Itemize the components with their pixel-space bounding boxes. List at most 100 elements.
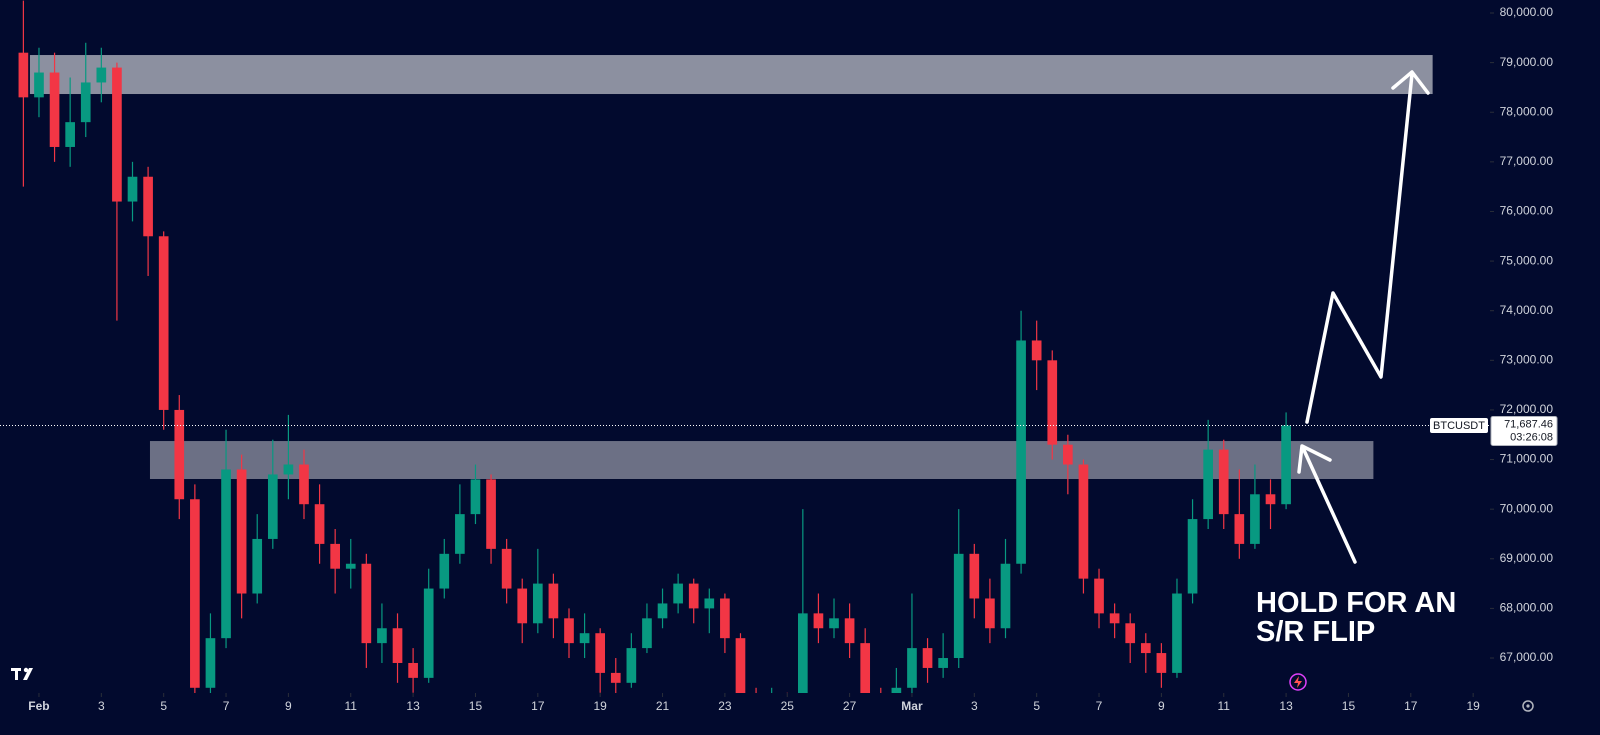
- candle-body: [267, 474, 278, 539]
- x-tick-label: Mar: [901, 699, 923, 713]
- candle-body: [314, 504, 325, 544]
- candle-body: [626, 648, 637, 683]
- flip-arrow: [1301, 446, 1357, 564]
- price-box: [1490, 415, 1558, 446]
- candle-body: [1265, 494, 1276, 505]
- y-tick-label: 72,000.00: [1500, 402, 1554, 416]
- candle-body: [65, 122, 75, 147]
- candle-body: [1234, 514, 1245, 544]
- x-tick-label: 5: [160, 699, 167, 713]
- candle-body: [455, 514, 465, 554]
- x-tick-label: 19: [593, 699, 607, 713]
- candle-body: [486, 479, 496, 549]
- candle-body: [143, 176, 153, 237]
- candle-body: [1063, 444, 1073, 465]
- candle-body: [236, 469, 247, 594]
- candle-body: [610, 672, 621, 683]
- candle-body: [252, 538, 263, 594]
- candle-body: [579, 633, 590, 644]
- candle-body: [345, 563, 356, 569]
- candle-body: [657, 603, 668, 619]
- candle-body: [361, 563, 372, 644]
- candle-body: [1000, 563, 1011, 629]
- candle-body: [190, 499, 200, 688]
- zones: [29, 55, 1433, 480]
- symbol-box: [1430, 417, 1488, 433]
- x-tick-label: 7: [1096, 699, 1103, 713]
- x-tick-label: 11: [345, 699, 358, 713]
- candle-body: [221, 469, 231, 639]
- candle-body: [501, 548, 512, 589]
- lightning-icon[interactable]: [1289, 673, 1307, 691]
- x-tick-label: 3: [98, 699, 105, 713]
- annotation-text: S/R FLIP: [1256, 616, 1375, 648]
- candle-body: [642, 618, 652, 649]
- sr-zone: [149, 441, 1374, 480]
- x-tick-label: 13: [1279, 699, 1293, 713]
- y-tick-label: 73,000.00: [1500, 352, 1554, 366]
- candle-body: [985, 598, 995, 629]
- sr-zone: [29, 55, 1433, 95]
- x-tick-label: 15: [1342, 699, 1356, 713]
- candle-body: [564, 618, 574, 644]
- candle-body: [392, 628, 403, 663]
- last-price-label: 71,687.46: [1504, 418, 1553, 430]
- candle-body: [18, 52, 29, 98]
- x-tick-label: 5: [1033, 699, 1040, 713]
- candle-body: [673, 583, 683, 604]
- candle-body: [548, 583, 559, 619]
- candle-body: [205, 638, 216, 688]
- x-tick-label: 9: [285, 699, 292, 713]
- candle-body: [720, 598, 730, 639]
- arrow-head: [1391, 70, 1430, 95]
- y-tick-label: 74,000.00: [1500, 303, 1554, 317]
- candle-body: [1125, 623, 1136, 644]
- candle-body: [174, 409, 185, 500]
- candle-body: [844, 618, 855, 644]
- logo: [11, 667, 33, 680]
- candle-body: [112, 67, 122, 202]
- annotation-arrows: [1297, 70, 1430, 564]
- symbol-label: BTCUSDT: [1433, 420, 1485, 432]
- x-tick-label: 19: [1466, 699, 1480, 713]
- candle-body: [969, 553, 980, 599]
- candle-body: [1250, 494, 1260, 544]
- candle-body: [907, 648, 917, 688]
- candle-body: [953, 553, 964, 659]
- candles: [18, 0, 1291, 693]
- y-tick-label: 67,000.00: [1500, 650, 1554, 664]
- candle-body: [798, 613, 808, 693]
- candle-body: [80, 82, 91, 123]
- candle-body: [49, 72, 60, 147]
- candle-body: [1156, 653, 1167, 673]
- settings-icon[interactable]: [1522, 700, 1534, 712]
- x-tick-label: 13: [406, 699, 420, 713]
- candle-body: [1047, 360, 1058, 445]
- y-tick-label: 69,000.00: [1500, 551, 1554, 565]
- y-tick-label: 78,000.00: [1500, 104, 1554, 118]
- candle-body: [704, 598, 715, 609]
- candle-body: [1094, 578, 1104, 614]
- candle-body: [377, 628, 387, 644]
- annotation-text: HOLD FOR AN: [1256, 587, 1456, 619]
- candle-body: [299, 464, 309, 505]
- x-tick-label: 21: [656, 699, 670, 713]
- candle-body: [1203, 449, 1213, 520]
- y-tick-label: 70,000.00: [1500, 501, 1554, 515]
- candle-body: [96, 67, 107, 83]
- candle-body: [517, 588, 528, 624]
- candle-body: [158, 236, 169, 410]
- x-tick-label: 17: [531, 699, 545, 713]
- candle-body: [532, 583, 543, 624]
- y-tick-label: 79,000.00: [1500, 55, 1554, 69]
- x-tick-label: 3: [971, 699, 978, 713]
- candle-body: [735, 638, 746, 693]
- x-tick-label: 27: [843, 699, 857, 713]
- y-tick-label: 75,000.00: [1500, 253, 1554, 267]
- candle-body: [595, 633, 606, 673]
- y-tick-label: 77,000.00: [1500, 154, 1554, 168]
- candle-body: [891, 687, 902, 693]
- candle-body: [439, 553, 450, 589]
